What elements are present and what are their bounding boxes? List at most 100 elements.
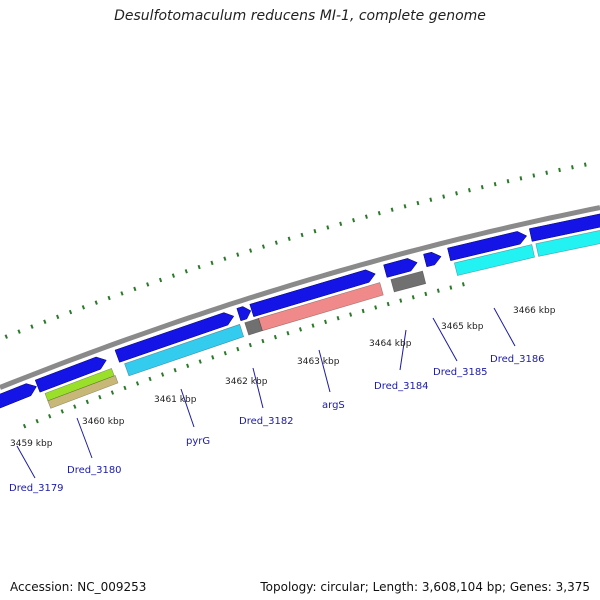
tick-mark [461,282,465,287]
gene-label: Dred_3180 [67,465,122,476]
tick-mark [436,288,440,293]
tick-mark [22,423,27,429]
tick-mark [236,252,240,257]
tick-mark [313,228,317,234]
gene-label: Dred_3182 [239,416,294,427]
tick-mark [223,256,227,261]
gene-arrow [447,231,528,262]
labels: 3459 kbp 3460 kbp 3461 kbp 3462 kbp 3463 kbp… [9,306,556,494]
tick-mark [311,323,315,328]
tick-mark [48,414,52,419]
tick-mark [249,248,253,253]
tick-mark [236,346,240,352]
tick-mark [336,315,340,321]
tick-mark [377,210,381,216]
tick-mark [211,355,215,360]
tick-mark [68,309,73,315]
tick-mark [81,305,86,310]
tick-mark [424,291,428,297]
tick-mark [261,244,266,249]
tick-mark [583,162,587,167]
kbp-label: 3464 kbp [369,339,412,349]
tick-mark [4,334,8,339]
backbone-line [0,205,600,390]
tick-mark [273,334,277,340]
gene-track [0,213,600,409]
tick-mark [480,185,484,190]
gene-arrow [423,251,442,268]
tick-mark [324,319,328,325]
label-leaders [16,307,516,479]
backbone-track [0,205,600,390]
tick-mark [361,308,365,314]
tick-mark [403,204,407,209]
topology-text: Topology: circular; Length: 3,608,104 bp… [260,580,590,594]
tick-mark [558,167,561,173]
tick-mark [248,342,252,348]
gene-arrow [34,356,107,393]
cds-bar [390,270,427,293]
tick-mark [110,390,115,395]
tick-mark [390,207,394,212]
kbp-label: 3460 kbp [82,417,125,427]
kbp-label: 3466 kbp [513,306,556,316]
tick-mark [184,269,188,274]
cds-bar [124,323,245,377]
cds-bar [258,282,384,332]
gene-label: Dred_3186 [490,354,545,365]
kbp-label: 3462 kbp [225,377,268,387]
tick-mark [493,182,497,187]
leader-line [76,417,93,459]
cds-bar [453,244,535,276]
tick-mark [339,221,343,227]
gene-arrow [236,306,252,322]
tick-mark [449,285,453,290]
tick-mark [386,301,390,307]
tick-mark [30,324,34,329]
tick-mark [442,194,446,199]
gene-arrow [383,258,418,278]
tick-mark [455,191,458,196]
ruler-ticks [4,162,587,429]
tick-mark [146,282,150,287]
cds-bar [535,230,600,257]
gene-label: argS [322,400,345,411]
tick-mark [85,399,89,405]
tick-mark [374,305,378,310]
tick-mark [364,214,368,219]
tick-mark [171,273,176,278]
kbp-label: 3463 kbp [297,357,340,367]
gene-label: Dred_3179 [9,483,64,494]
tick-mark [411,295,415,300]
tick-mark [148,376,152,382]
tick-mark [416,200,420,206]
tick-mark [98,394,102,400]
tick-mark [158,277,163,283]
tick-mark [300,232,304,238]
tick-mark [326,225,330,230]
tick-mark [17,329,21,334]
map-title: Desulfotomaculum reducens MI-1, complete… [114,8,486,24]
tick-mark [519,176,523,181]
tick-mark [73,404,77,409]
tick-mark [545,170,549,175]
tick-mark [198,359,202,364]
tick-mark [35,418,39,424]
tick-mark [135,381,140,386]
leader-line [399,329,407,371]
tick-mark [197,264,201,270]
kbp-label: 3465 kbp [441,322,484,332]
leader-line [493,307,516,347]
cds-track [44,230,600,409]
leader-line [318,349,331,393]
tick-mark [286,331,290,336]
tick-mark [186,363,190,369]
tick-mark [133,286,137,292]
tick-mark [571,165,574,170]
gene-arrow [529,213,600,242]
tick-mark [349,312,353,317]
accession-text: Accession: NC_009253 [10,580,147,594]
tick-mark [56,314,60,320]
